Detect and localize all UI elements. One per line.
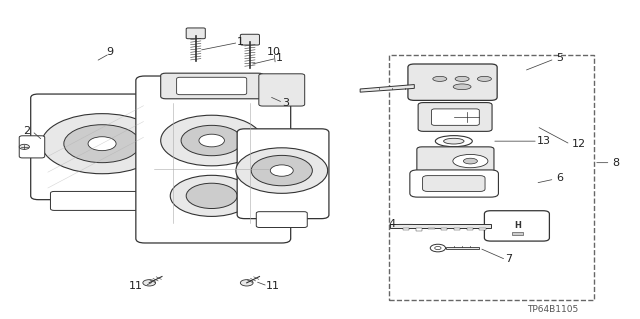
Text: 11: 11 [266, 281, 280, 291]
FancyBboxPatch shape [237, 129, 329, 219]
Ellipse shape [477, 76, 492, 81]
Circle shape [170, 175, 253, 216]
FancyBboxPatch shape [136, 76, 291, 243]
Circle shape [181, 125, 243, 156]
FancyBboxPatch shape [241, 34, 259, 45]
Circle shape [270, 165, 293, 176]
Text: 1: 1 [275, 53, 282, 63]
Text: 3: 3 [282, 98, 289, 108]
FancyBboxPatch shape [177, 77, 246, 95]
Circle shape [241, 280, 253, 286]
Circle shape [64, 125, 140, 163]
Bar [479, 228, 486, 229]
Bar [428, 228, 435, 230]
Bar [467, 228, 473, 229]
Text: 11: 11 [129, 281, 143, 291]
FancyBboxPatch shape [410, 170, 499, 197]
FancyBboxPatch shape [19, 136, 45, 158]
Polygon shape [390, 224, 491, 228]
Bar [454, 228, 460, 231]
FancyBboxPatch shape [51, 191, 141, 211]
Circle shape [88, 137, 116, 151]
Circle shape [199, 134, 225, 147]
Text: 7: 7 [505, 254, 512, 264]
Text: 8: 8 [612, 158, 619, 168]
Bar [403, 228, 409, 230]
FancyBboxPatch shape [418, 103, 492, 131]
Text: H: H [514, 221, 521, 230]
Polygon shape [445, 247, 479, 249]
FancyBboxPatch shape [431, 109, 479, 125]
Polygon shape [360, 85, 414, 92]
Circle shape [19, 144, 29, 149]
FancyBboxPatch shape [259, 74, 305, 106]
Ellipse shape [453, 84, 471, 90]
Bar [415, 228, 422, 231]
FancyBboxPatch shape [31, 94, 164, 200]
FancyBboxPatch shape [150, 131, 177, 175]
Circle shape [435, 247, 441, 250]
Text: 6: 6 [556, 174, 563, 183]
Circle shape [143, 280, 156, 286]
Ellipse shape [463, 158, 477, 164]
Text: 9: 9 [106, 47, 113, 57]
FancyBboxPatch shape [161, 73, 263, 99]
Text: 2: 2 [23, 126, 30, 136]
FancyBboxPatch shape [484, 211, 549, 241]
Circle shape [42, 114, 163, 174]
Circle shape [161, 115, 262, 166]
Circle shape [236, 148, 328, 193]
Bar [441, 228, 447, 230]
Circle shape [251, 155, 312, 186]
Ellipse shape [444, 138, 464, 144]
Ellipse shape [453, 154, 488, 168]
Ellipse shape [455, 76, 469, 81]
Bar [513, 232, 523, 235]
Text: 1: 1 [237, 38, 244, 48]
Text: 10: 10 [267, 47, 281, 57]
Text: 5: 5 [556, 53, 563, 63]
FancyBboxPatch shape [422, 176, 485, 191]
FancyBboxPatch shape [417, 147, 494, 176]
Circle shape [430, 244, 445, 252]
Text: TP64B1105: TP64B1105 [527, 305, 578, 314]
Text: 4: 4 [388, 219, 395, 229]
Ellipse shape [435, 136, 472, 147]
Ellipse shape [433, 76, 447, 81]
Text: 13: 13 [537, 136, 550, 145]
Text: 12: 12 [572, 139, 586, 149]
FancyBboxPatch shape [408, 64, 497, 100]
Circle shape [186, 183, 237, 209]
FancyBboxPatch shape [256, 212, 307, 227]
FancyBboxPatch shape [186, 28, 205, 39]
Bar [389, 55, 594, 300]
